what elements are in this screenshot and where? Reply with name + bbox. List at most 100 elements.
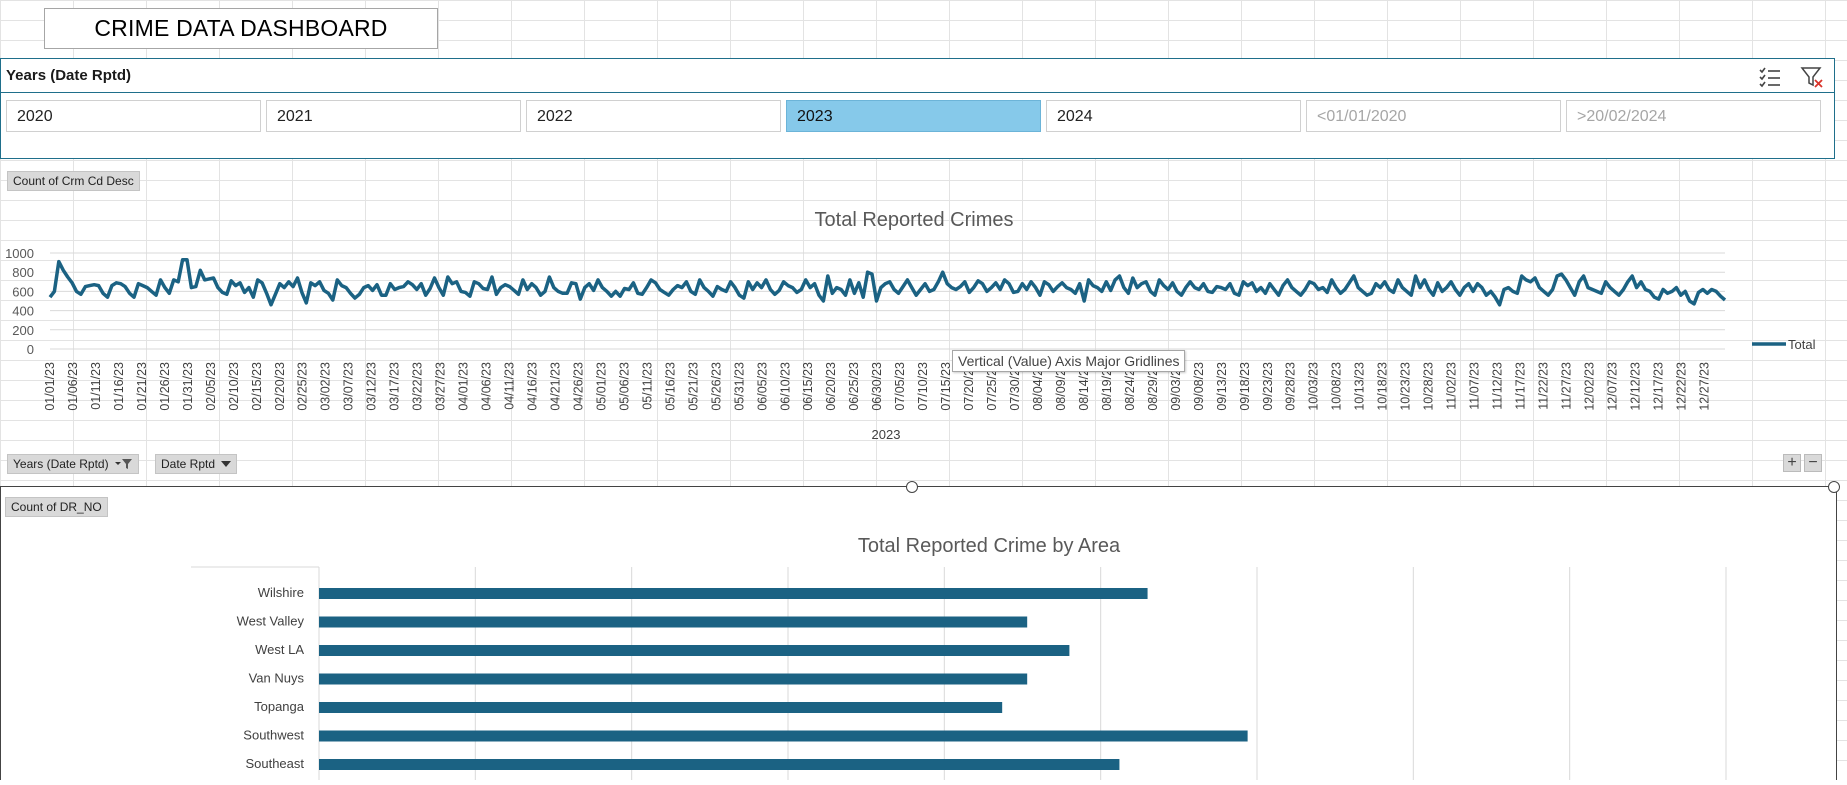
x-tick-label: 06/30/23 <box>870 362 884 411</box>
x-tick-label: 06/05/23 <box>755 362 769 411</box>
x-tick-label: 04/06/23 <box>480 362 494 411</box>
slicer-item-20022024[interactable]: >20/02/2024 <box>1566 100 1821 132</box>
resize-handle-top[interactable] <box>906 481 918 493</box>
slicer-item-2023[interactable]: 2023 <box>786 100 1041 132</box>
x-tick-label: 12/02/23 <box>1582 362 1596 411</box>
x-tick-label: 04/21/23 <box>549 362 563 411</box>
x-tick-label: 11/17/23 <box>1514 362 1528 410</box>
bar-chart-container[interactable]: Total Reported Crime by Area Wilshire West… <box>0 486 1837 780</box>
x-tick-label: 01/31/23 <box>181 362 195 411</box>
x-tick-label: 04/16/23 <box>526 362 540 411</box>
x-tick-label: 11/02/23 <box>1445 362 1459 410</box>
x-tick-label: 08/14/23 <box>1077 362 1091 411</box>
category-label: Southwest <box>243 728 304 743</box>
slicer-item-2020[interactable]: 2020 <box>6 100 261 132</box>
dashboard-title[interactable]: CRIME DATA DASHBOARD <box>44 8 438 49</box>
slicer-item-01012020[interactable]: <01/01/2020 <box>1306 100 1561 132</box>
bar-van-nuys[interactable] <box>319 673 1028 685</box>
multi-select-icon[interactable] <box>1758 65 1782 94</box>
y-tick-label: 400 <box>12 304 34 319</box>
bar-west-valley[interactable] <box>319 616 1028 628</box>
x-tick-label: 08/29/23 <box>1146 362 1160 411</box>
years-field-button[interactable]: Years (Date Rptd) <box>7 454 139 474</box>
x-tick-label: 02/15/23 <box>250 362 264 411</box>
x-tick-label: 05/21/23 <box>686 362 700 411</box>
x-tick-label: 01/06/23 <box>66 362 80 411</box>
collapse-button[interactable]: − <box>1804 454 1822 472</box>
x-tick-label: 10/13/23 <box>1353 362 1367 411</box>
slicer-divider <box>1 92 1834 93</box>
bar-chart-total-by-area[interactable]: Total Reported Crime by Area Wilshire West… <box>1 486 1836 780</box>
x-tick-label: 01/11/23 <box>89 362 103 410</box>
x-tick-label: 08/04/23 <box>1031 362 1045 411</box>
x-tick-label: 01/01/23 <box>43 362 57 411</box>
x-tick-label: 10/18/23 <box>1376 362 1390 411</box>
bar-topanga[interactable] <box>319 702 1003 713</box>
bar-west-la[interactable] <box>319 645 1070 656</box>
x-tick-label: 11/12/23 <box>1491 362 1505 410</box>
category-label: Wilshire <box>258 585 304 600</box>
y-tick-label: 600 <box>12 284 34 299</box>
line-chart-total-reported-crimes[interactable]: Total Reported Crimes 0 200 400 600 800 1000 01… <box>0 195 1847 445</box>
x-tick-label: 10/03/23 <box>1307 362 1321 411</box>
bar-southeast[interactable] <box>319 759 1120 770</box>
x-tick-label: 03/12/23 <box>365 362 379 411</box>
years-field-label: Years (Date Rptd) <box>13 457 109 471</box>
x-tick-label: 03/17/23 <box>388 362 402 411</box>
x-tick-label: 12/17/23 <box>1651 362 1665 411</box>
category-label: Southeast <box>245 756 304 771</box>
x-tick-label: 09/03/23 <box>1169 362 1183 411</box>
clear-filter-icon[interactable] <box>1800 65 1824 94</box>
x-tick-label: 06/10/23 <box>778 362 792 411</box>
resize-handle-top-right[interactable] <box>1828 481 1840 493</box>
x-tick-label: 12/22/23 <box>1674 362 1688 411</box>
x-tick-label: 07/25/23 <box>985 362 999 411</box>
value-field-label-2: Count of DR_NO <box>11 500 102 514</box>
x-tick-label: 10/08/23 <box>1330 362 1344 411</box>
value-field-button-drno[interactable]: Count of DR_NO <box>5 497 108 517</box>
x-tick-label: 11/07/23 <box>1468 362 1482 410</box>
bar-southwest[interactable] <box>319 730 1248 742</box>
years-slicer[interactable]: Years (Date Rptd) 2020 2021 2022 2023 2024 <0… <box>0 58 1835 159</box>
x-tick-label: 05/26/23 <box>709 362 723 411</box>
series-line-total[interactable] <box>48 257 1727 307</box>
x-tick-label: 06/15/23 <box>801 362 815 411</box>
x-tick-label: 08/24/23 <box>1123 362 1137 411</box>
x-tick-label: 04/01/23 <box>457 362 471 411</box>
x-tick-label: 09/28/23 <box>1284 362 1298 411</box>
x-tick-label: 03/22/23 <box>411 362 425 411</box>
x-tick-label: 01/16/23 <box>112 362 126 411</box>
x-tick-label: 05/16/23 <box>663 362 677 411</box>
x-tick-label: 07/15/23 <box>939 362 953 411</box>
x-tick-label: 08/19/23 <box>1100 362 1114 411</box>
x-tick-label: 03/07/23 <box>342 362 356 411</box>
legend-label-total: Total <box>1788 337 1816 352</box>
x-tick-label: 05/06/23 <box>617 362 631 411</box>
line-chart-title: Total Reported Crimes <box>815 209 1014 231</box>
x-tick-label: 11/22/23 <box>1537 362 1551 410</box>
x-tick-label: 07/30/23 <box>1008 362 1022 411</box>
expand-button[interactable]: + <box>1783 454 1801 472</box>
date-field-button[interactable]: Date Rptd <box>155 454 238 474</box>
x-tick-label: 06/25/23 <box>847 362 861 411</box>
x-tick-label: 05/31/23 <box>732 362 746 411</box>
slicer-item-2021[interactable]: 2021 <box>266 100 521 132</box>
filter-dropdown-icon <box>114 459 132 469</box>
dashboard-title-text: CRIME DATA DASHBOARD <box>94 15 388 41</box>
category-label: Van Nuys <box>249 671 305 686</box>
slicer-item-2022[interactable]: 2022 <box>526 100 781 132</box>
x-tick-label: 09/18/23 <box>1238 362 1252 411</box>
value-field-button-crm[interactable]: Count of Crm Cd Desc <box>7 171 140 191</box>
x-tick-label: 05/11/23 <box>640 362 654 410</box>
x-tick-label: 10/23/23 <box>1399 362 1413 411</box>
x-tick-label: 01/26/23 <box>158 362 172 411</box>
x-tick-label: 07/20/23 <box>962 362 976 411</box>
bar-wilshire[interactable] <box>319 588 1148 599</box>
chevron-down-icon <box>221 461 232 467</box>
category-label: Topanga <box>254 699 305 714</box>
x-tick-label: 06/20/23 <box>824 362 838 411</box>
x-tick-label: 03/27/23 <box>434 362 448 411</box>
x-tick-label: 04/26/23 <box>572 362 586 411</box>
x-tick-label: 12/27/23 <box>1697 362 1711 411</box>
slicer-item-2024[interactable]: 2024 <box>1046 100 1301 132</box>
